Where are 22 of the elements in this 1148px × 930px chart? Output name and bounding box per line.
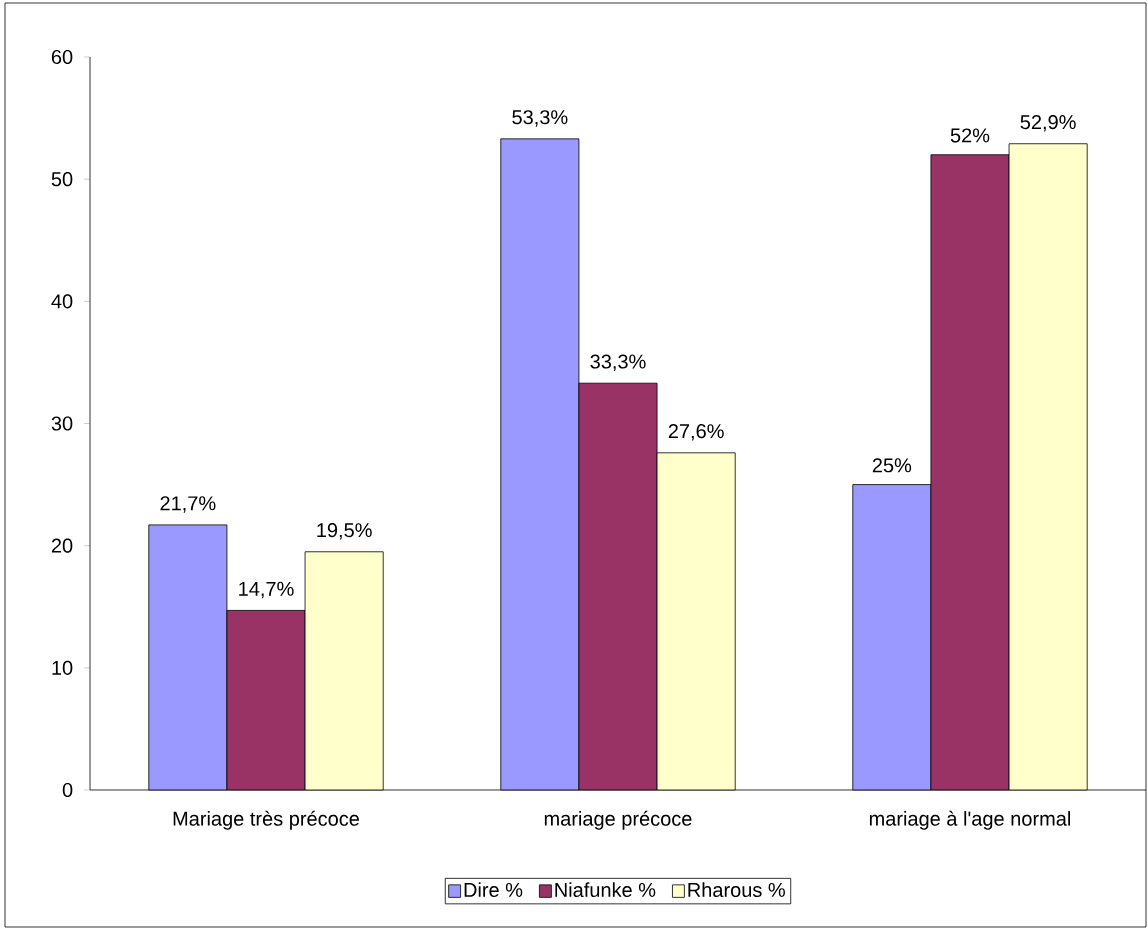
y-tick-label: 0 [62, 782, 73, 798]
data-label: 52% [950, 128, 990, 143]
y-tick-label: 10 [52, 660, 73, 675]
data-label: 53,3% [512, 110, 568, 127]
data-label: 21,7% [160, 496, 216, 513]
data-label: 33,3% [590, 354, 646, 371]
y-tick-label: 20 [51, 538, 73, 553]
x-tick-label: Mariage très précoce [173, 810, 359, 830]
legend-label: Dire % [464, 882, 523, 898]
data-label: 14,7% [239, 581, 294, 599]
x-tick-label: mariage à l'age normal [869, 810, 1070, 830]
y-tick-label: 60 [51, 49, 73, 65]
y-tick-label: 50 [51, 172, 73, 187]
y-tick-label: 30 [51, 416, 73, 431]
data-label: 25% [872, 458, 912, 473]
x-tick-label: mariage précoce [544, 810, 692, 830]
legend-label: Rharous % [688, 882, 785, 898]
y-tick-label: 40 [51, 294, 73, 309]
data-label: 19,5% [317, 523, 372, 540]
legend-label: Niafunke % [555, 882, 656, 898]
data-label: 52,9% [1020, 115, 1076, 132]
data-label: 27,6% [668, 424, 724, 441]
